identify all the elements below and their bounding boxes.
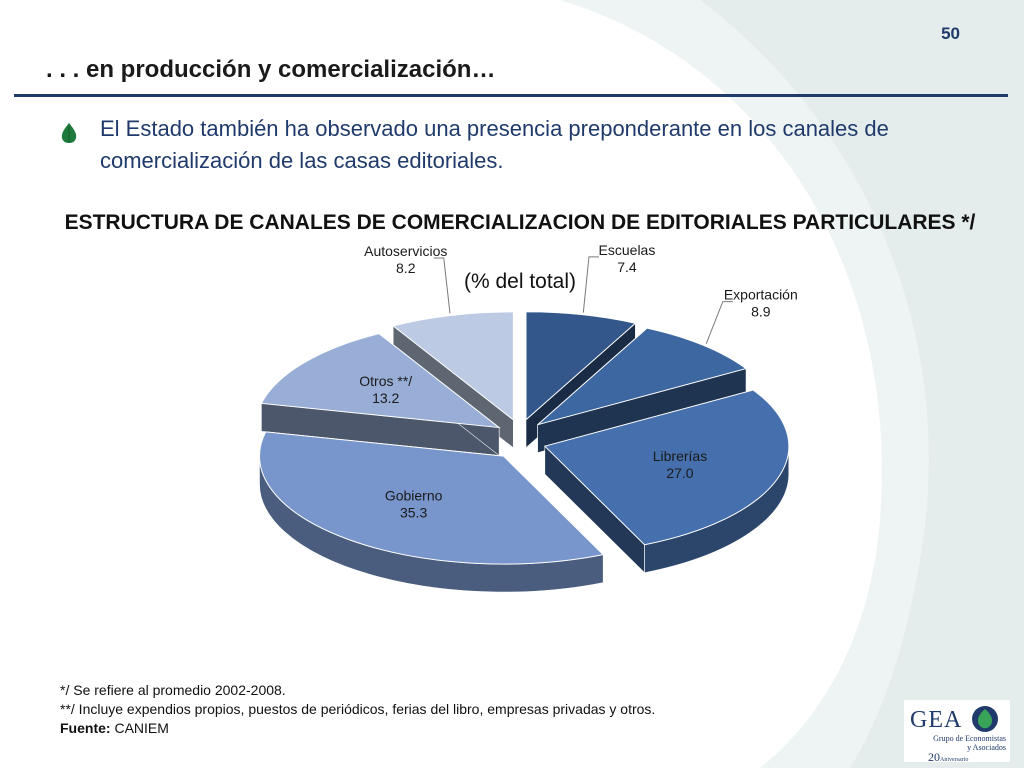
slice-value-3: 27.0 [666,465,693,481]
footnote-2: **/ Incluye expendios propios, puestos d… [60,701,656,717]
pie-slice-top-6 [392,311,514,421]
source-value: CANIEM [114,720,169,736]
leader-line-1 [582,256,599,313]
logo-subtitle: Grupo de Economistas y Asociados [920,734,1006,752]
chart-title: ESTRUCTURA DE CANALES DE COMERCIALIZACIO… [64,211,976,234]
leaf-bullet-icon [61,123,77,143]
leader-line-6 [433,257,451,314]
slice-value-4: 35.3 [400,504,427,520]
footnotes: */ Se refiere al promedio 2002-2008. **/… [60,681,655,738]
chart-subtitle: (% del total) [463,270,577,293]
slice-label-5: Otros **/ [359,373,412,389]
slice-value-6: 8.2 [396,260,416,276]
pie-slice-3 [543,389,790,574]
logo-mark-icon [972,706,998,732]
gea-logo: GEA Grupo de Economistas y Asociados 20A… [904,700,1010,765]
title-divider [14,94,1008,97]
pie-slice-2 [537,327,748,454]
slice-label-2: Exportación [724,287,798,303]
slice-value-2: 8.9 [751,304,771,320]
slice-label-6: Autoservicios [364,243,447,259]
pie-slice-4 [259,431,605,593]
logo-anniversary: 20Aniversario [928,750,968,765]
logo-anniversary-word: Aniversario [940,757,969,763]
slice-label-1: Escuelas [599,242,656,258]
slice-value-5: 13.2 [372,390,399,406]
logo-line-1: Grupo de Economistas [933,734,1006,743]
bullet-text: El Estado también ha observado una prese… [100,116,889,173]
slide-title: . . . en producción y comercialización… [46,56,496,83]
pie-slice-top-3 [543,389,790,546]
slice-label-3: Librerías [653,448,707,464]
page-number: 50 [941,24,960,43]
source-line: Fuente: CANIEM [60,719,655,738]
pie-slice-top-2 [537,327,748,426]
logo-line-2: y Asociados [967,743,1006,752]
footnote-1: */ Se refiere al promedio 2002-2008. [60,682,286,698]
slice-label-4: Gobierno [385,487,443,503]
pie-slice-top-4 [259,431,605,565]
leader-line-2 [705,301,733,344]
logo-name: GEA [910,707,963,733]
pie-slice-5 [260,332,501,457]
pie-slice-top-5 [260,333,501,429]
slice-value-1: 7.4 [617,259,637,275]
pie-slice-top-1 [525,311,637,421]
source-label: Fuente: [60,720,111,736]
logo-anniversary-number: 20 [928,750,940,764]
